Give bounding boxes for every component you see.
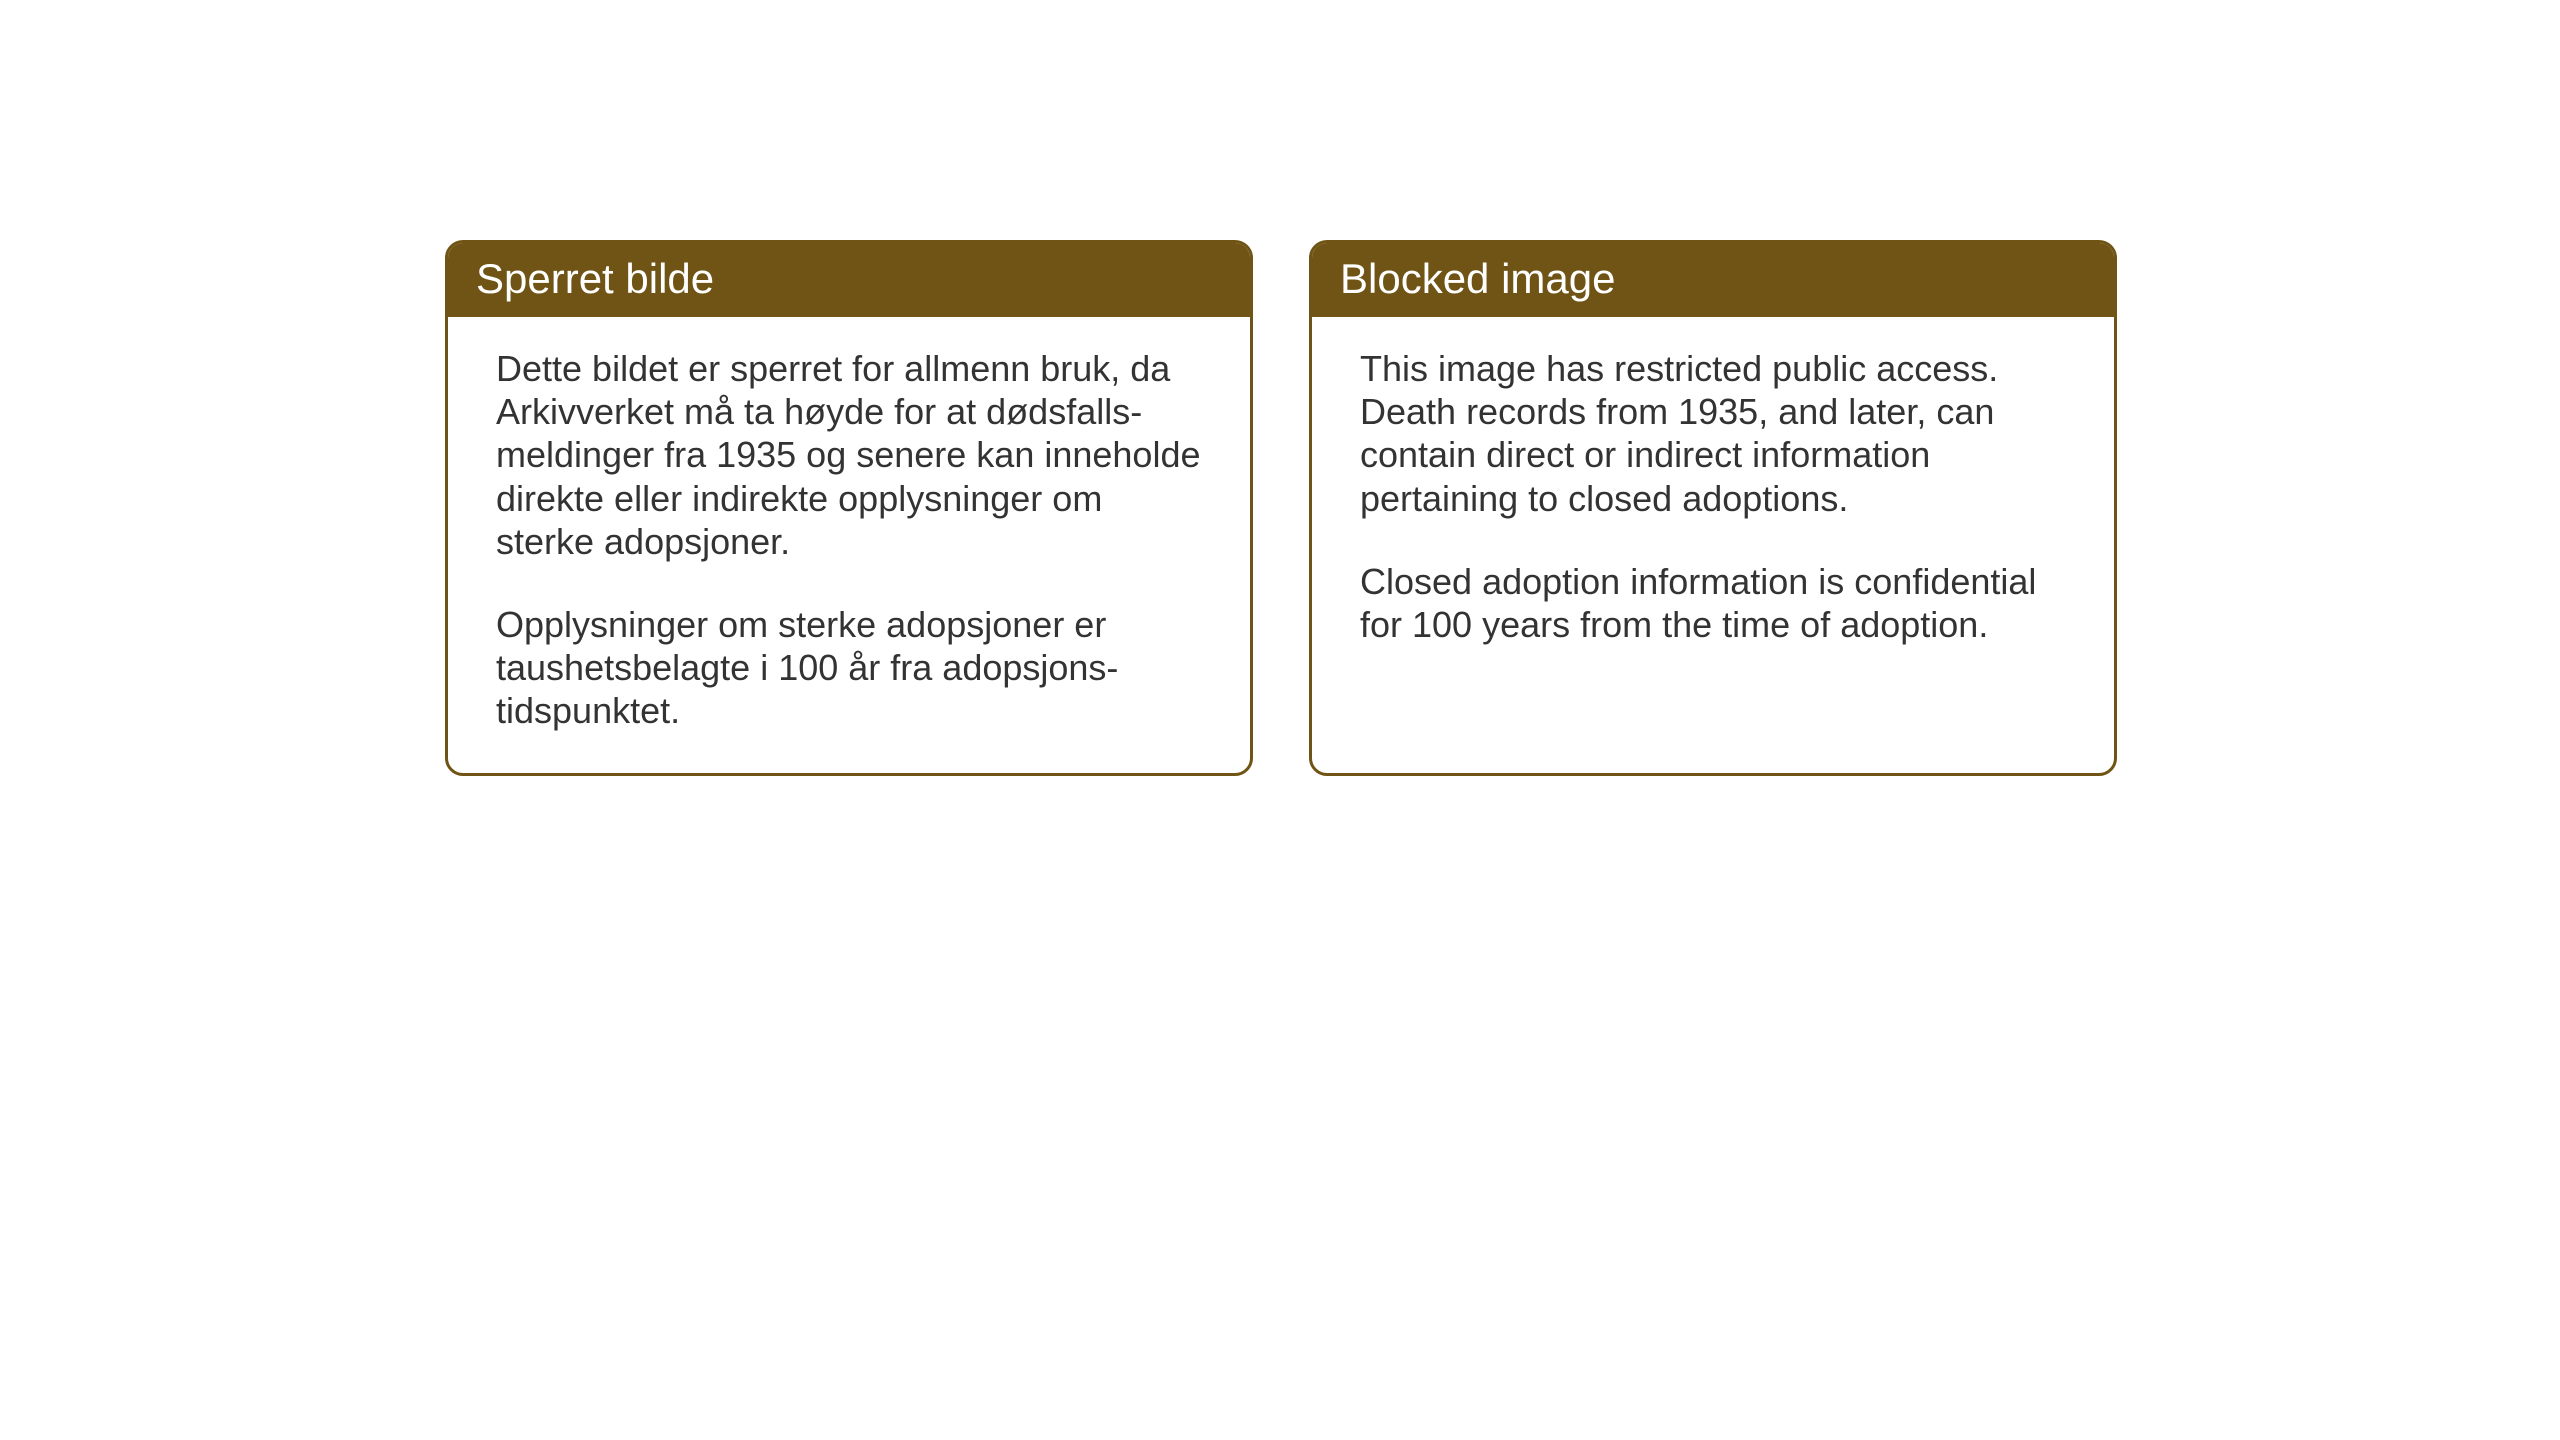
- card-header-norwegian: Sperret bilde: [448, 243, 1250, 317]
- card-title-norwegian: Sperret bilde: [476, 255, 714, 302]
- card-paragraph-1-english: This image has restricted public access.…: [1360, 347, 2074, 520]
- card-body-english: This image has restricted public access.…: [1312, 317, 2114, 766]
- notice-card-english: Blocked image This image has restricted …: [1309, 240, 2117, 776]
- card-paragraph-2-norwegian: Opplysninger om sterke adopsjoner er tau…: [496, 603, 1210, 733]
- card-body-norwegian: Dette bildet er sperret for allmenn bruk…: [448, 317, 1250, 773]
- notice-container: Sperret bilde Dette bildet er sperret fo…: [445, 240, 2117, 776]
- card-paragraph-2-english: Closed adoption information is confident…: [1360, 560, 2074, 646]
- card-title-english: Blocked image: [1340, 255, 1615, 302]
- card-paragraph-1-norwegian: Dette bildet er sperret for allmenn bruk…: [496, 347, 1210, 563]
- notice-card-norwegian: Sperret bilde Dette bildet er sperret fo…: [445, 240, 1253, 776]
- card-header-english: Blocked image: [1312, 243, 2114, 317]
